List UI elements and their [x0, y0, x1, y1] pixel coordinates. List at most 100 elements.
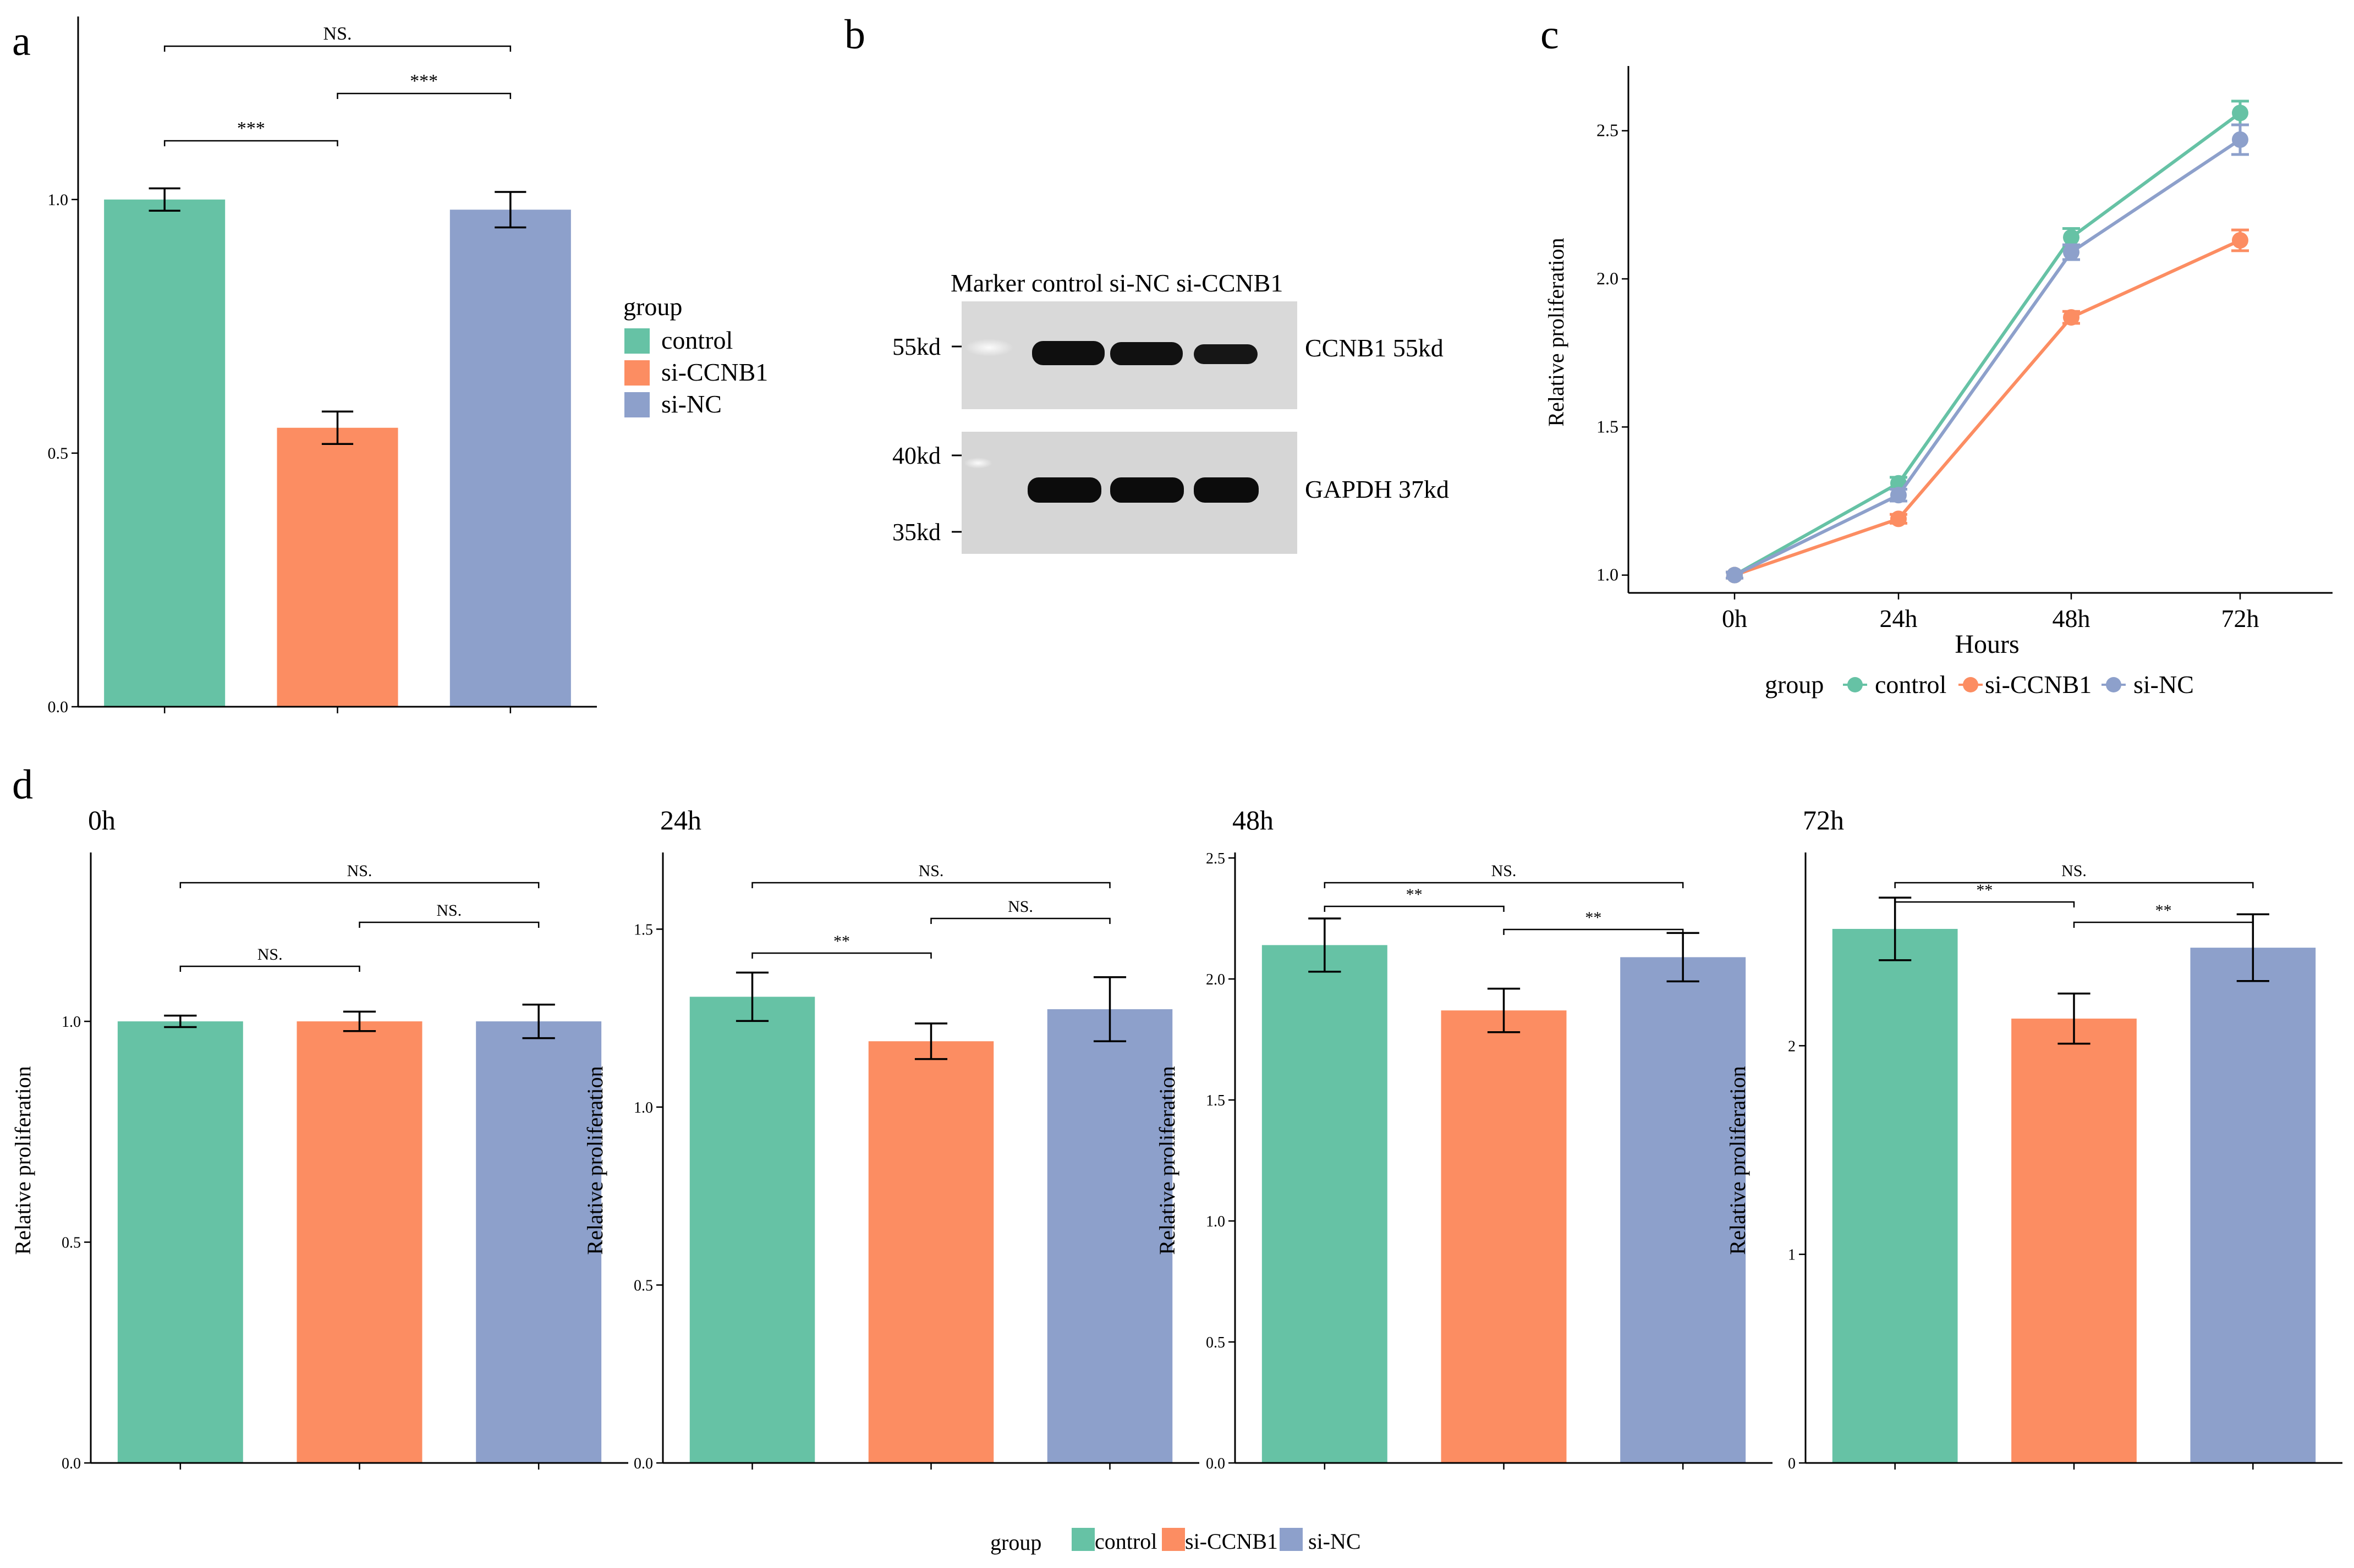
y-tick-label: 1.5 — [1596, 416, 1618, 436]
bar-si-ccnb1 — [2011, 1019, 2137, 1463]
bar-si-ccnb1 — [297, 1021, 422, 1463]
legend-c-marker-si-ccnb1 — [1963, 677, 1978, 692]
y-axis-label: Relative proliferation — [10, 1066, 35, 1255]
significance-line — [1324, 882, 1684, 888]
chart-title: 72h — [1803, 805, 1844, 835]
y-tick-label: 0.0 — [48, 698, 69, 716]
legend-c-label-si-ccnb1: si-CCNB1 — [1985, 670, 2092, 698]
y-tick-label: 1.0 — [634, 1099, 653, 1116]
errorbar-control — [1308, 917, 1341, 973]
blot-label-gapdh: GAPDH 37kd — [1305, 475, 1449, 503]
chart-d-24h: 24h 0.0 0.5 1.0 1.5 Relative proliferation ** N… — [583, 805, 1199, 1472]
bar-si-nc — [1047, 1009, 1173, 1463]
significance-line — [1894, 901, 2075, 907]
x-tick-label: 72h — [2221, 604, 2259, 632]
significance-label: ** — [1976, 881, 1993, 899]
bar-si-ccnb1 — [277, 427, 398, 707]
significance-label: *** — [237, 118, 265, 139]
point-control-48h — [2063, 229, 2079, 246]
legend-a-swatch-control — [624, 328, 650, 354]
errorbar-control — [1879, 896, 1912, 961]
bar-control — [104, 199, 226, 707]
errorbar-si-ccnb1 — [321, 410, 354, 445]
bar-control — [1261, 945, 1387, 1463]
western-blot: Marker control si-NC si-CCNB1 55kd 40kd … — [892, 269, 1449, 554]
bar-si-ccnb1 — [1441, 1010, 1567, 1463]
errorbar-control — [149, 187, 180, 212]
significance-label: NS. — [919, 862, 944, 880]
significance-bracket: ** — [1503, 909, 1684, 935]
significance-line — [179, 882, 540, 888]
y-tick-label: 0.0 — [1206, 1455, 1225, 1472]
blot-band-ccnb1-si-ccnb1 — [1194, 344, 1258, 364]
legend-d-swatch-si-ccnb1 — [1162, 1528, 1185, 1551]
series-line-si-nc — [1733, 138, 2241, 577]
y-tick-label: 0.5 — [1206, 1334, 1225, 1351]
y-axis-label: Relative proliferation — [1544, 238, 1568, 426]
legend-d-label-si-ccnb1: si-CCNB1 — [1185, 1529, 1278, 1554]
point-si-ccnb1-72h — [2232, 232, 2248, 249]
point-si-nc-0h — [1726, 566, 1743, 584]
significance-bracket: ** — [1894, 881, 2075, 907]
significance-label: NS. — [1008, 898, 1033, 916]
blot-band-gapdh-si-nc — [1110, 477, 1184, 503]
bar-control — [117, 1021, 243, 1463]
bar-si-ccnb1 — [868, 1041, 994, 1463]
series-control — [1726, 100, 2249, 584]
significance-label: NS. — [347, 862, 372, 880]
significance-line — [1503, 928, 1684, 935]
y-tick-label: 0.5 — [634, 1277, 653, 1294]
bar-si-nc — [476, 1021, 602, 1463]
blot-band-ccnb1-si-nc — [1110, 342, 1183, 365]
y-tick-label: 1.0 — [62, 1014, 81, 1031]
legend-c-label-control: control — [1875, 670, 1946, 698]
errorbar-si-ccnb1 — [343, 1010, 376, 1032]
panel-label-c: c — [1540, 12, 1559, 58]
chart-d-0h: 0h 0.0 0.5 1.0 Relative proliferation NS. NS. N… — [10, 805, 628, 1472]
y-tick-label: 1.0 — [1206, 1213, 1225, 1230]
point-si-nc-24h — [1890, 487, 1907, 504]
y-tick-label: 2.5 — [1596, 120, 1618, 140]
blot-band-gapdh-si-ccnb1 — [1194, 477, 1259, 503]
panel-label-d: d — [12, 762, 33, 808]
errorbar-si-ccnb1 — [2057, 992, 2090, 1045]
legend-c-label-si-nc: si-NC — [2133, 670, 2194, 698]
series-si-nc — [1726, 123, 2249, 584]
x-tick-label: 48h — [2053, 604, 2090, 632]
significance-line — [1894, 882, 2254, 888]
errorbar-si-ccnb1 — [1487, 987, 1521, 1033]
y-axis-label: Relative proliferation — [583, 1066, 607, 1255]
panel-label-b: b — [844, 12, 865, 58]
y-tick-label: 1.5 — [634, 921, 653, 938]
significance-bracket: NS. — [1894, 862, 2254, 888]
legend-d-label-control: control — [1095, 1529, 1157, 1554]
chart-title: 48h — [1232, 805, 1274, 835]
chart-d-72h: 72h 0 1 2 Relative proliferation ** ** NS. — [1725, 805, 2342, 1472]
significance-bracket: *** — [163, 118, 338, 146]
significance-line — [1324, 905, 1505, 912]
y-tick-label: 0.0 — [634, 1455, 653, 1472]
errorbar-si-nc — [1093, 976, 1127, 1042]
legend-c-title: group — [1765, 670, 1824, 698]
y-tick-label: 0.5 — [48, 444, 69, 463]
panel-label-a: a — [12, 18, 31, 64]
y-tick-label: 1.0 — [48, 191, 69, 209]
bar-si-nc — [449, 210, 571, 707]
errorbar-si-nc — [495, 191, 526, 229]
y-tick-label: 0 — [1788, 1455, 1796, 1472]
significance-line — [163, 140, 338, 146]
series-si-ccnb1 — [1726, 228, 2249, 584]
blot-label-ccnb1: CCNB1 55kd — [1305, 334, 1444, 362]
significance-label: *** — [410, 71, 438, 91]
significance-label: ** — [1585, 909, 1601, 927]
blot-band-ccnb1-control — [1032, 341, 1105, 365]
bar-si-nc — [2190, 948, 2316, 1463]
chart-a: 0.0 0.5 1.0 *** *** NS. — [48, 16, 597, 716]
significance-label: NS. — [257, 945, 283, 964]
series-line-si-ccnb1 — [1734, 239, 2241, 577]
y-tick-label: 0.0 — [62, 1455, 81, 1472]
significance-bracket: NS. — [751, 862, 1111, 888]
y-tick-label: 2 — [1788, 1038, 1796, 1055]
blot-marker-55kd: 55kd — [892, 333, 941, 360]
significance-bracket: *** — [337, 71, 512, 99]
